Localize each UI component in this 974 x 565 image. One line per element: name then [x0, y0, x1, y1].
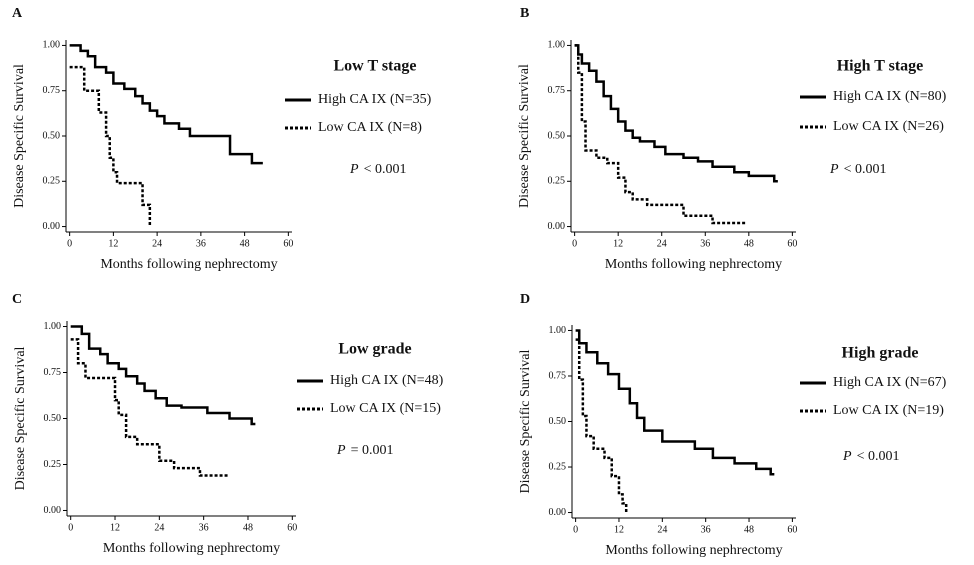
p-value-text: < 0.001 [857, 449, 900, 464]
panel: C 0.00 0.25 0.50 0.75 1.00 0 12 24 36 48 60 Months f… [12, 292, 444, 556]
y-tick-label: 0.50 [43, 130, 61, 141]
legend-label: High CA IX (N=67) [833, 375, 947, 390]
x-tick-label: 24 [152, 238, 162, 249]
y-tick-label: 0.00 [549, 507, 567, 518]
x-tick-label: 60 [787, 524, 797, 535]
x-tick-label: 12 [110, 522, 120, 533]
survival-curve [575, 338, 628, 513]
legend-label: Low CA IX (N=26) [833, 119, 944, 134]
p-label: P [829, 162, 839, 177]
x-tick-label: 60 [787, 238, 797, 249]
y-tick-label: 0.25 [43, 176, 61, 187]
survival-curve [575, 329, 775, 476]
x-tick-label: 0 [573, 524, 578, 535]
legend-label: Low CA IX (N=8) [318, 120, 422, 135]
legend-label: Low CA IX (N=15) [330, 401, 441, 416]
y-tick-label: 0.75 [548, 85, 566, 96]
x-tick-label: 48 [243, 522, 253, 533]
legend-label: High CA IX (N=80) [833, 89, 947, 104]
x-axis-label: Months following nephrectomy [103, 541, 280, 556]
x-tick-label: 24 [154, 522, 164, 533]
y-tick-label: 0.75 [43, 85, 61, 96]
panel: B 0.00 0.25 0.50 0.75 1.00 0 12 24 36 48 60 Months f… [517, 6, 946, 272]
x-tick-label: 48 [744, 524, 754, 535]
y-axis-label: Disease Specific Survival [12, 64, 27, 208]
x-axis-label: Months following nephrectomy [605, 257, 782, 272]
y-tick-label: 0.00 [44, 505, 62, 516]
p-value: P = 0.001 [336, 443, 393, 458]
panel: A 0.00 0.25 0.50 0.75 1.00 0 12 24 36 48 60 Months f… [12, 6, 432, 272]
p-value: P < 0.001 [842, 449, 899, 464]
p-value-text: < 0.001 [844, 162, 887, 177]
panel-label: D [520, 292, 530, 307]
x-tick-label: 24 [657, 238, 667, 249]
y-tick-label: 0.00 [43, 221, 61, 232]
y-tick-label: 0.75 [549, 370, 567, 381]
y-tick-label: 1.00 [43, 40, 61, 51]
panel-label: C [12, 292, 22, 307]
x-tick-label: 60 [287, 522, 297, 533]
survival-curve [70, 325, 256, 426]
x-tick-label: 48 [240, 238, 250, 249]
y-tick-label: 1.00 [548, 40, 566, 51]
chart-title: High grade [842, 345, 919, 362]
x-tick-label: 12 [614, 524, 624, 535]
x-tick-label: 0 [67, 238, 72, 249]
y-axis-label: Disease Specific Survival [517, 64, 532, 208]
survival-curve [574, 44, 746, 225]
y-tick-label: 0.00 [548, 221, 566, 232]
x-tick-label: 36 [196, 238, 206, 249]
legend-label: Low CA IX (N=19) [833, 403, 944, 418]
y-tick-label: 1.00 [549, 325, 567, 336]
p-label: P [336, 443, 346, 458]
survival-curve [69, 65, 152, 227]
p-value-text: < 0.001 [364, 162, 407, 177]
survival-curve [70, 338, 230, 477]
x-tick-label: 36 [700, 238, 710, 249]
y-tick-label: 0.25 [549, 461, 567, 472]
survival-curve [574, 44, 778, 183]
panel-label: B [520, 6, 529, 21]
y-tick-label: 1.00 [44, 321, 62, 332]
x-tick-label: 36 [199, 522, 209, 533]
p-label: P [842, 449, 852, 464]
legend-label: High CA IX (N=35) [318, 92, 432, 107]
x-tick-label: 24 [657, 524, 667, 535]
y-tick-label: 0.25 [548, 176, 566, 187]
panel: D 0.00 0.25 0.50 0.75 1.00 0 12 24 36 48 60 Months f… [518, 292, 946, 558]
x-axis-label: Months following nephrectomy [100, 257, 277, 272]
y-tick-label: 0.25 [44, 459, 62, 470]
p-value-text: = 0.001 [351, 443, 394, 458]
x-tick-label: 0 [68, 522, 73, 533]
x-tick-label: 60 [283, 238, 293, 249]
x-tick-label: 48 [744, 238, 754, 249]
p-value: P < 0.001 [349, 162, 406, 177]
y-tick-label: 0.50 [548, 130, 566, 141]
chart-title: Low T stage [334, 58, 417, 75]
legend-label: High CA IX (N=48) [330, 373, 444, 388]
p-label: P [349, 162, 359, 177]
y-tick-label: 0.75 [44, 367, 62, 378]
y-axis-label: Disease Specific Survival [13, 346, 28, 490]
x-tick-label: 0 [572, 238, 577, 249]
x-axis-label: Months following nephrectomy [605, 543, 782, 558]
p-value: P < 0.001 [829, 162, 886, 177]
panel-label: A [12, 6, 23, 21]
y-axis-label: Disease Specific Survival [518, 349, 533, 493]
survival-curve [69, 44, 263, 165]
x-tick-label: 12 [108, 238, 118, 249]
chart-title: High T stage [837, 58, 924, 75]
y-tick-label: 0.50 [44, 413, 62, 424]
x-tick-label: 12 [613, 238, 623, 249]
chart-title: Low grade [338, 341, 411, 358]
x-tick-label: 36 [701, 524, 711, 535]
y-tick-label: 0.50 [549, 416, 567, 427]
